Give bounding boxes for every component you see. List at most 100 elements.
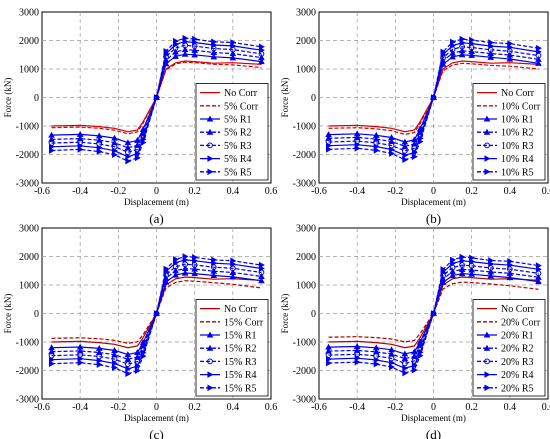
data-point [182, 34, 189, 42]
data-point [507, 40, 514, 47]
legend: No Corr 5% Corr 5% R1 5% R2 5% R3 5% R4 5% R5 [195, 83, 269, 181]
legend-entry: 20% R1 [501, 331, 534, 342]
data-point [450, 256, 457, 264]
legend-entry: No Corr [501, 88, 535, 99]
legend-marker [483, 128, 491, 135]
legend-marker [484, 384, 491, 392]
legend-entry: 15% R3 [224, 357, 257, 368]
x-tick-label: 0 [154, 402, 159, 413]
x-tick-label: -0.6 [34, 402, 50, 413]
data-point [49, 147, 55, 154]
y-tick-label: -1000 [16, 122, 39, 133]
y-tick-label: 1000 [296, 281, 316, 292]
data-point [229, 269, 237, 276]
data-point [325, 347, 332, 354]
y-axis-label: Force (kN) [3, 294, 13, 334]
y-tick-label: -2000 [293, 366, 316, 377]
y-tick-label: 0 [34, 309, 39, 320]
data-point [211, 256, 218, 264]
data-point [411, 366, 418, 374]
data-point [111, 360, 118, 367]
data-point [535, 44, 542, 52]
data-point [459, 253, 466, 261]
data-point [488, 257, 495, 264]
data-point [230, 39, 237, 46]
data-point [258, 58, 265, 65]
y-tick-label: 3000 [19, 224, 39, 235]
x-tick-label: -0.2 [387, 186, 403, 197]
y-axis-label: Force (kN) [280, 78, 290, 118]
data-point [48, 348, 55, 355]
data-point [163, 47, 170, 55]
data-point [388, 150, 395, 157]
x-tick-label: 0.6 [542, 186, 550, 197]
data-point [210, 49, 218, 56]
data-point [258, 54, 265, 61]
data-point [191, 46, 198, 53]
legend-entry: 5% R2 [224, 128, 252, 139]
data-point [96, 357, 103, 364]
y-tick-label: 1000 [19, 281, 39, 292]
data-point [181, 269, 189, 276]
legend-entry: 10% R5 [501, 167, 534, 178]
data-point [507, 258, 514, 265]
data-point [111, 356, 118, 362]
data-point [258, 277, 265, 284]
data-point [449, 53, 456, 60]
x-tick-label: -0.4 [72, 186, 88, 197]
data-point [535, 262, 542, 269]
x-tick-label: 0.2 [465, 186, 478, 197]
legend-marker [207, 371, 214, 378]
data-point [181, 265, 189, 272]
panel-label: (a) [149, 211, 163, 226]
legend-marker [483, 331, 491, 338]
data-point [153, 310, 160, 317]
series-20-r5 [326, 253, 542, 377]
y-tick-label: -1000 [16, 338, 39, 349]
data-point [388, 359, 395, 367]
data-point [535, 59, 542, 66]
x-axis-label: Displacement (m) [401, 413, 466, 423]
data-point [173, 37, 180, 45]
legend-marker [484, 358, 490, 365]
data-point [140, 352, 147, 360]
x-tick-label: -0.4 [72, 402, 88, 413]
data-point [468, 48, 475, 55]
y-tick-label: -1000 [293, 338, 316, 349]
chart-panel-c: -0.6 -0.4 -0.2 0 0.2 0.4 0.6 3000 2000 1000 0 -1000… [3, 224, 277, 439]
legend-entry: 20% R2 [501, 344, 534, 355]
data-point [76, 135, 84, 142]
legend-marker [207, 155, 214, 162]
y-tick-label: 0 [34, 93, 39, 104]
legend-entry: 20% R3 [501, 357, 534, 368]
y-tick-label: 3000 [19, 8, 39, 19]
legend-marker [484, 142, 490, 149]
x-tick-label: 0 [431, 402, 436, 413]
y-tick-label: 3000 [296, 8, 316, 19]
data-point [469, 254, 476, 262]
data-point [458, 270, 466, 277]
x-tick-label: -0.6 [34, 186, 50, 197]
legend-entry: 20% R4 [501, 370, 534, 381]
data-point [124, 149, 131, 156]
data-point [181, 46, 189, 53]
legend-marker [206, 115, 214, 122]
legend-entry: 10% Corr [501, 101, 541, 112]
series-15-r5 [49, 253, 265, 378]
data-point [488, 39, 495, 46]
data-point [77, 359, 84, 366]
legend-entry: 20% Corr [501, 317, 541, 328]
data-point [506, 51, 514, 58]
data-point [459, 35, 466, 43]
data-point [417, 352, 424, 359]
data-point [388, 355, 395, 362]
legend-entry: 10% R2 [501, 128, 534, 139]
data-point [440, 48, 447, 56]
legend-entry: 10% R1 [501, 115, 534, 126]
data-point [210, 267, 218, 274]
legend-entry: 5% R1 [224, 115, 252, 126]
y-tick-label: -2000 [16, 366, 39, 377]
data-point [506, 55, 514, 62]
legend-entry: 10% R4 [501, 154, 534, 165]
data-point [191, 265, 198, 272]
